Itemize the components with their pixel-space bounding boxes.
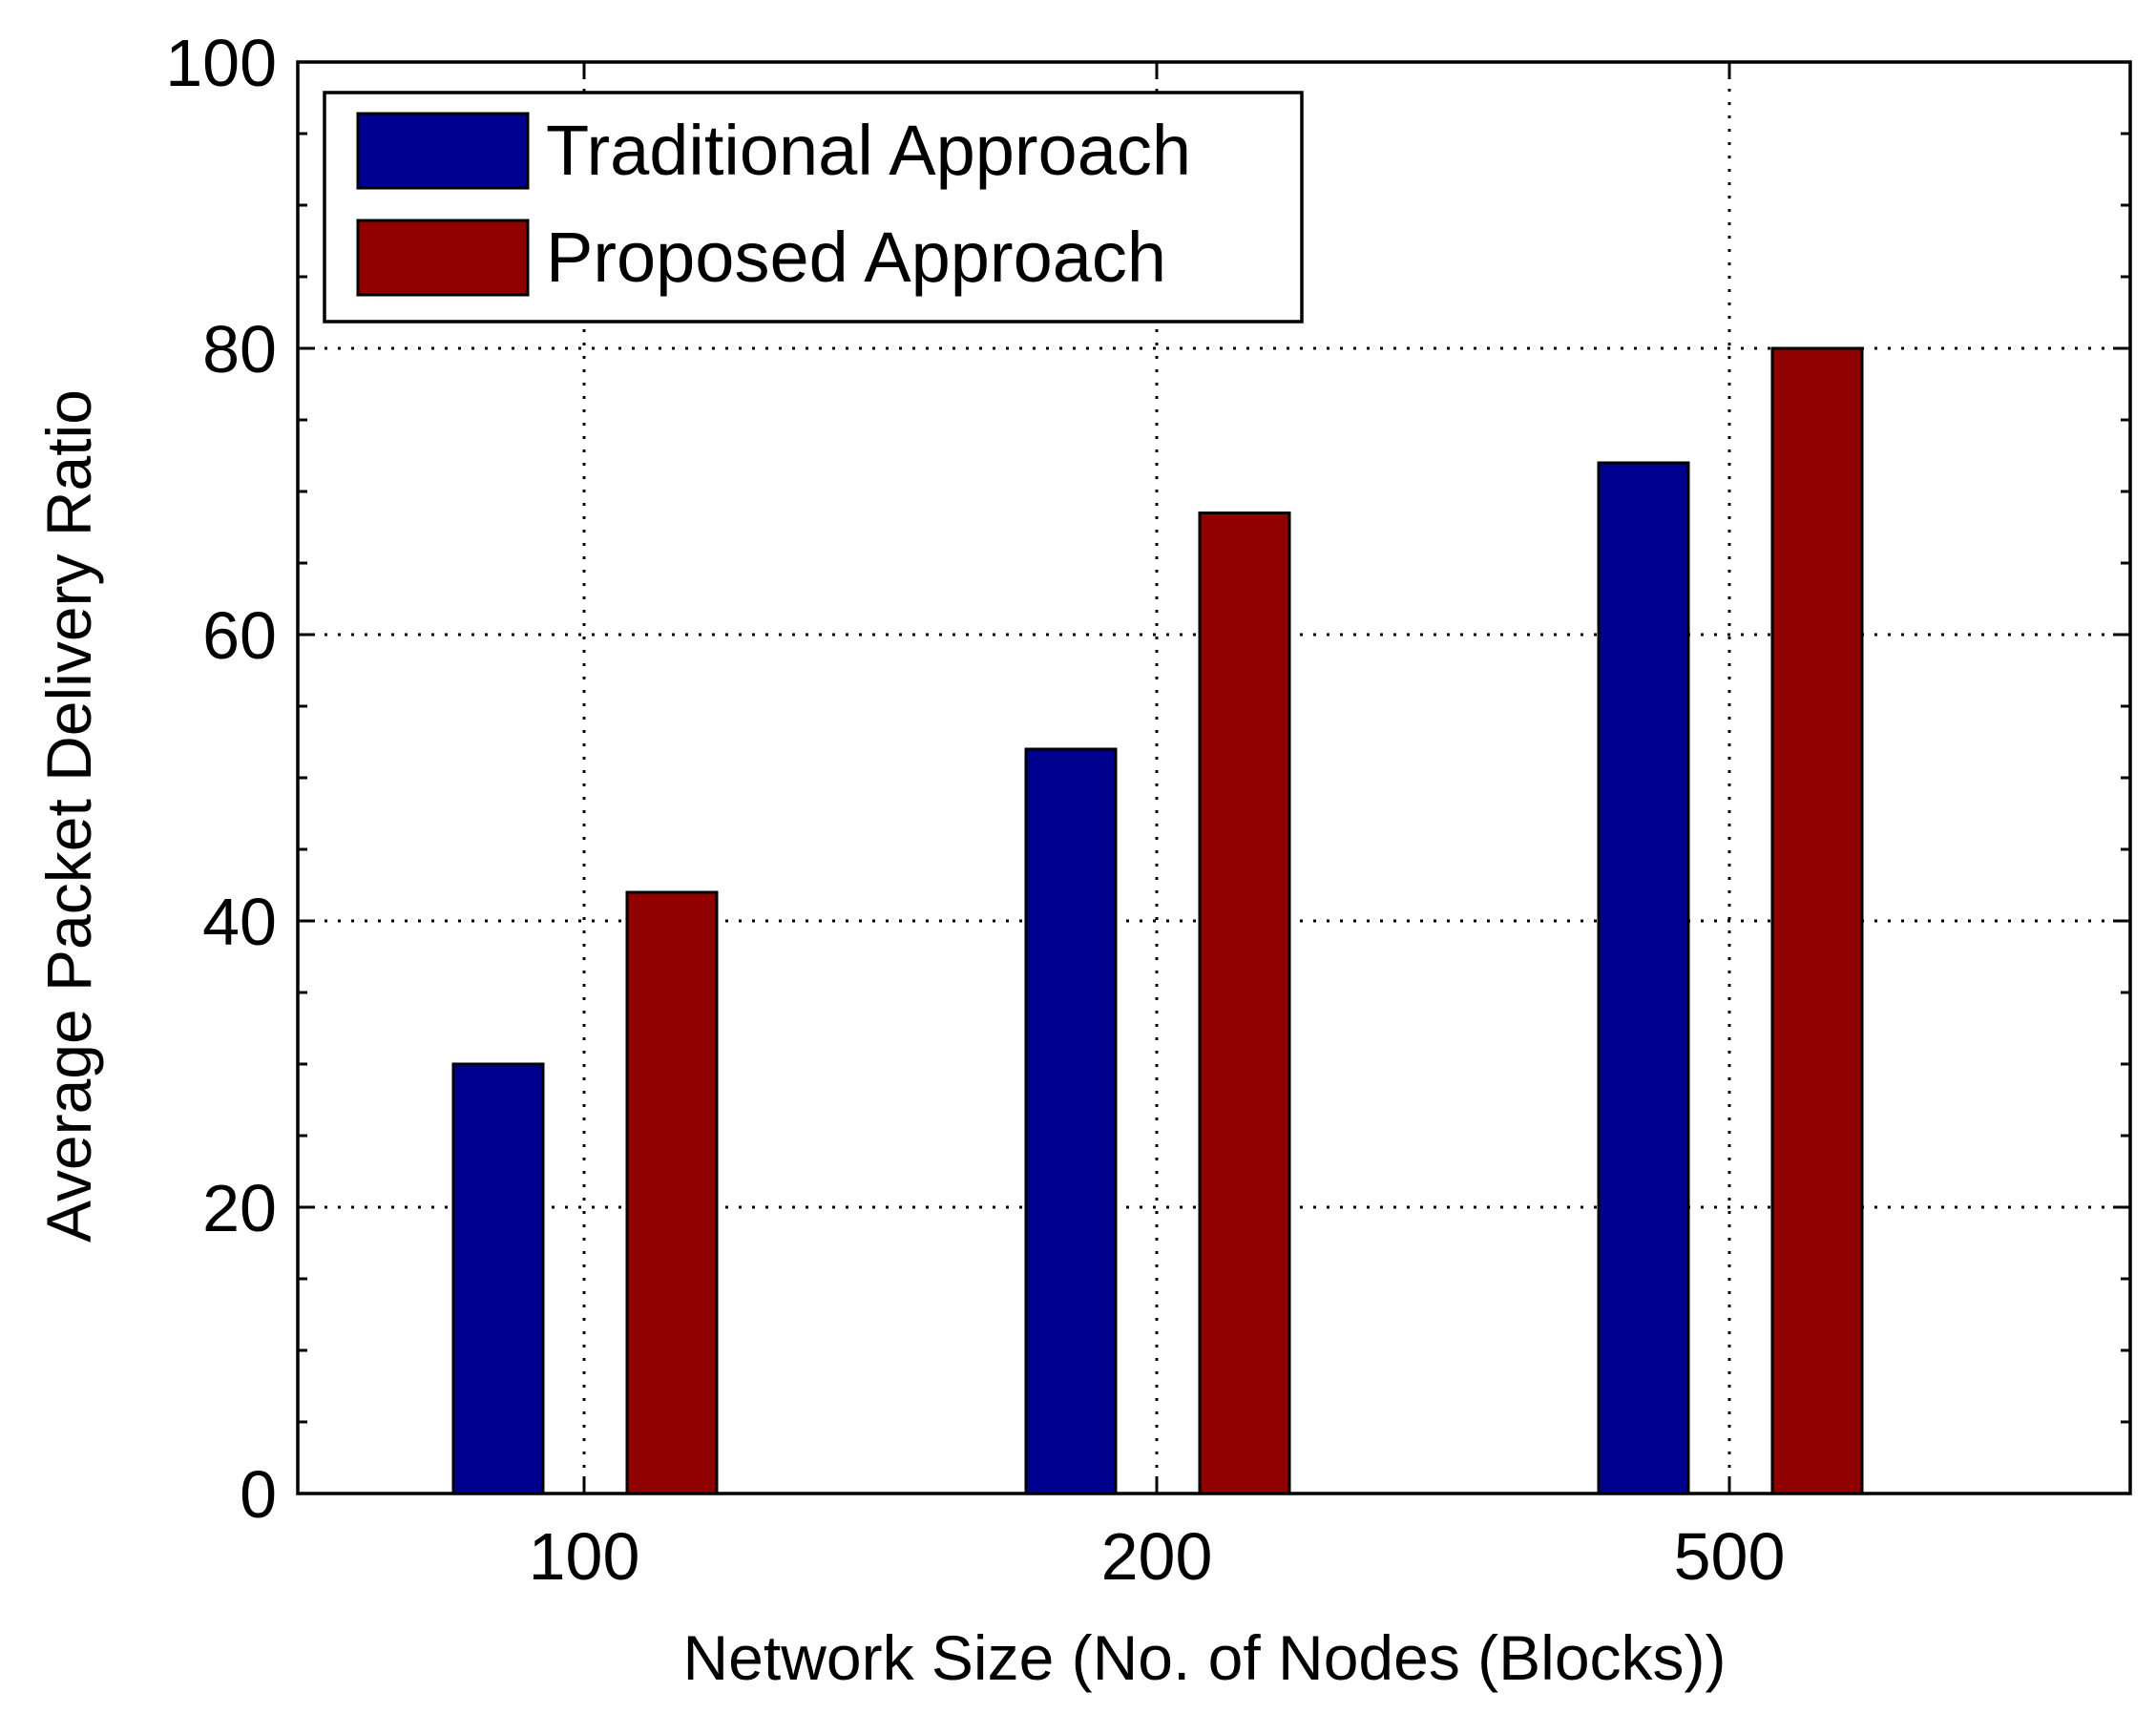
bars — [451, 346, 1864, 1495]
y-tick-label: 60 — [202, 598, 277, 673]
legend-swatch-traditional — [356, 112, 530, 190]
y-axis-label: Average Packet Delivery Ratio — [33, 389, 104, 1243]
x-tick-label: 100 — [529, 1519, 640, 1594]
bar-traditional-200 — [1024, 747, 1118, 1495]
y-tick-labels: 0 20 40 60 80 100 — [165, 26, 277, 1532]
legend-swatch-proposed — [356, 219, 530, 297]
y-tick-label: 100 — [165, 26, 277, 100]
bar-traditional-100 — [451, 1062, 545, 1495]
bar-proposed-100 — [625, 890, 719, 1495]
bar-proposed-500 — [1770, 346, 1864, 1495]
y-tick-label: 80 — [202, 312, 277, 386]
x-axis-label: Network Size (No. of Nodes (Blocks)) — [683, 1622, 1727, 1693]
x-tick-label: 500 — [1674, 1519, 1786, 1594]
y-tick-label: 0 — [240, 1457, 277, 1532]
x-tick-labels: 100 200 500 — [529, 1519, 1786, 1594]
y-tick-label: 20 — [202, 1171, 277, 1245]
legend: Traditional Approach Proposed Approach — [323, 91, 1304, 324]
y-tick-label: 40 — [202, 885, 277, 959]
bar-proposed-200 — [1198, 512, 1291, 1495]
legend-label-proposed: Proposed Approach — [546, 218, 1166, 297]
x-tick-label: 200 — [1101, 1519, 1213, 1594]
plot-frame — [296, 60, 2132, 1495]
bar-traditional-500 — [1597, 461, 1690, 1495]
legend-label-traditional: Traditional Approach — [546, 111, 1191, 190]
